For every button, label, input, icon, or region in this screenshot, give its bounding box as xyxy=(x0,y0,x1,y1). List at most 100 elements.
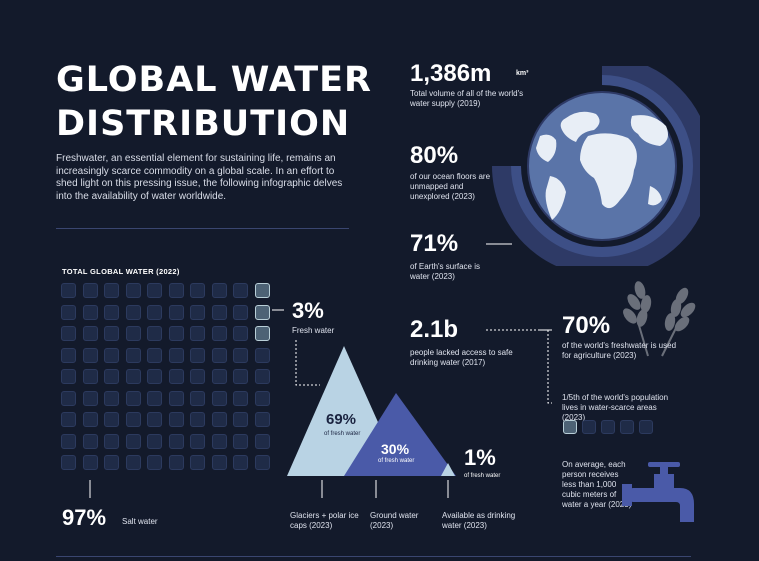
grid-cell xyxy=(125,369,141,384)
surface-caption: of Earth's surface is water (2023) xyxy=(410,262,480,281)
grid-cell xyxy=(190,455,205,470)
salt-value: 97% xyxy=(62,505,107,530)
grid-cell xyxy=(211,326,227,341)
population-square xyxy=(582,420,596,434)
grid-cell xyxy=(254,369,270,384)
grid-cell xyxy=(147,390,162,406)
grid-cell xyxy=(233,326,248,341)
grid-cell xyxy=(147,347,162,363)
grid-cell xyxy=(168,326,184,341)
grid-cell xyxy=(168,433,184,449)
grid-cell xyxy=(61,455,76,470)
grid-cell xyxy=(147,283,162,298)
grid-cell xyxy=(147,304,162,320)
grid-cell xyxy=(254,390,270,406)
grid-cell xyxy=(190,369,205,384)
grid-cell xyxy=(125,455,141,470)
grid-cell xyxy=(82,283,98,298)
volume-unit: km³ xyxy=(516,70,529,77)
grid-cell xyxy=(125,433,141,449)
grid-cell xyxy=(233,390,248,406)
grid-cell xyxy=(61,283,76,298)
drinking-value: 1% xyxy=(464,445,496,470)
grid-cell xyxy=(147,369,162,384)
grid-cell xyxy=(61,347,76,363)
grid-cell xyxy=(211,369,227,384)
grid-cell xyxy=(211,283,227,298)
divider-bottom xyxy=(56,556,691,557)
grid-cell xyxy=(61,369,76,384)
grid-cell xyxy=(147,433,162,449)
faucet-icon xyxy=(622,462,694,522)
ground-sub: of fresh water xyxy=(378,458,415,464)
grid-cell-fresh xyxy=(254,326,270,341)
grid-cell xyxy=(125,326,141,341)
grid-cell xyxy=(190,283,205,298)
title-line-2: DISTRIBUTION xyxy=(56,104,351,144)
scarce-caption: 1/5th of the world's population lives in… xyxy=(562,393,669,422)
grid-cell xyxy=(190,390,205,406)
grid-cell xyxy=(233,412,248,427)
grid-cell xyxy=(104,455,119,470)
grid-cell xyxy=(82,455,98,470)
grid-cell xyxy=(168,455,184,470)
grid-cell xyxy=(233,283,248,298)
agriculture-value: 70% xyxy=(562,312,611,339)
grid-cell xyxy=(61,433,76,449)
grid-cell xyxy=(168,347,184,363)
glaciers-caption: Glaciers + polar ice caps (2023) xyxy=(290,511,359,530)
population-square xyxy=(620,420,634,434)
grid-cell-fresh xyxy=(254,283,270,298)
grid-cell xyxy=(147,412,162,427)
divider-top xyxy=(56,228,349,229)
salt-label: Salt water xyxy=(122,517,158,526)
ground-triangle xyxy=(344,393,456,476)
grid-cell xyxy=(82,326,98,341)
grid-cell xyxy=(190,412,205,427)
grid-cell xyxy=(190,304,205,320)
grid-cell xyxy=(104,283,119,298)
ground-value: 30% xyxy=(381,441,410,457)
fresh-label: Fresh water xyxy=(292,326,335,335)
grid-cell xyxy=(147,326,162,341)
grid-cell xyxy=(233,304,248,320)
grid-cell xyxy=(190,326,205,341)
grid-cell xyxy=(168,283,184,298)
grid-cell xyxy=(233,369,248,384)
drinking-sub: of fresh water xyxy=(464,473,501,479)
access-caption: people lacked access to safe drinking wa… xyxy=(410,348,513,367)
grid-cell xyxy=(211,304,227,320)
grid-cell xyxy=(233,347,248,363)
grid-cell xyxy=(61,412,76,427)
grid-cell xyxy=(168,390,184,406)
grid-cell xyxy=(125,283,141,298)
grid-cell xyxy=(61,326,76,341)
grid-cell xyxy=(104,369,119,384)
water-grid xyxy=(61,283,271,478)
grid-cell xyxy=(254,347,270,363)
grid-cell xyxy=(168,369,184,384)
agriculture-caption: of the world's freshwater is used for ag… xyxy=(562,341,677,360)
title-line-1: GLOBAL WATER xyxy=(56,60,372,100)
grid-cell xyxy=(233,433,248,449)
grid-cell xyxy=(211,455,227,470)
glaciers-sub: of fresh water xyxy=(324,431,361,437)
grid-cell xyxy=(211,390,227,406)
grid-cell xyxy=(82,347,98,363)
population-squares xyxy=(563,420,663,436)
wheat-icon xyxy=(623,281,696,357)
grid-cell xyxy=(82,390,98,406)
glaciers-value: 69% xyxy=(326,411,357,428)
per-person-caption: On average, each person receives less th… xyxy=(562,460,632,509)
grid-cell xyxy=(125,390,141,406)
grid-cell xyxy=(254,455,270,470)
grid-cell xyxy=(104,433,119,449)
grid-cell xyxy=(82,369,98,384)
grid-cell xyxy=(190,433,205,449)
volume-caption: Total volume of all of the world's water… xyxy=(410,89,524,108)
grid-cell xyxy=(211,433,227,449)
grid-cell-fresh xyxy=(254,304,270,320)
fresh-value: 3% xyxy=(292,298,324,323)
page-title: GLOBAL WATER DISTRIBUTION xyxy=(56,58,376,146)
